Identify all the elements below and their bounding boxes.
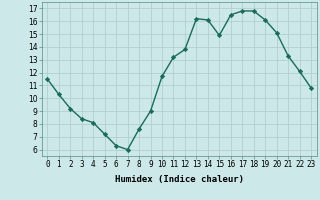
X-axis label: Humidex (Indice chaleur): Humidex (Indice chaleur) <box>115 175 244 184</box>
